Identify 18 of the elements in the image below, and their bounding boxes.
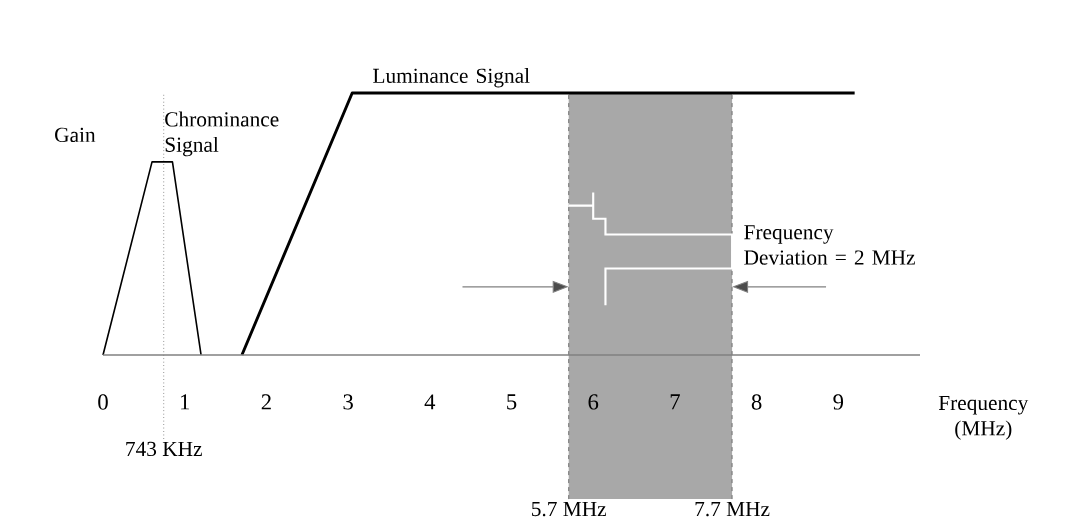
x-axis-title: Frequency (MHz) <box>938 395 1029 440</box>
x-tick-label: 2 <box>261 394 271 410</box>
ref-line-label: 743 KHz <box>126 441 202 457</box>
series-label: Luminance Signal <box>373 67 530 88</box>
x-tick-label: 5 <box>507 394 517 410</box>
x-tick-label: 3 <box>343 394 353 410</box>
ref-line-label: 7.7 MHz <box>695 502 770 517</box>
x-tick-label: 6 <box>588 394 599 410</box>
x-tick-label: 9 <box>833 394 844 410</box>
y-axis-title: Gain <box>55 127 96 143</box>
x-tick-label: 8 <box>751 394 762 410</box>
x-tick-label: 1 <box>181 394 190 410</box>
annotation: Frequency Deviation = 2 MHz <box>744 225 915 265</box>
ref-line-label: 5.7 MHz <box>532 502 607 517</box>
x-tick-label: 0 <box>98 394 108 410</box>
x-tick-label: 4 <box>424 394 436 410</box>
series-label: Chrominance Signal <box>165 111 279 157</box>
x-tick-label: 7 <box>670 394 680 410</box>
